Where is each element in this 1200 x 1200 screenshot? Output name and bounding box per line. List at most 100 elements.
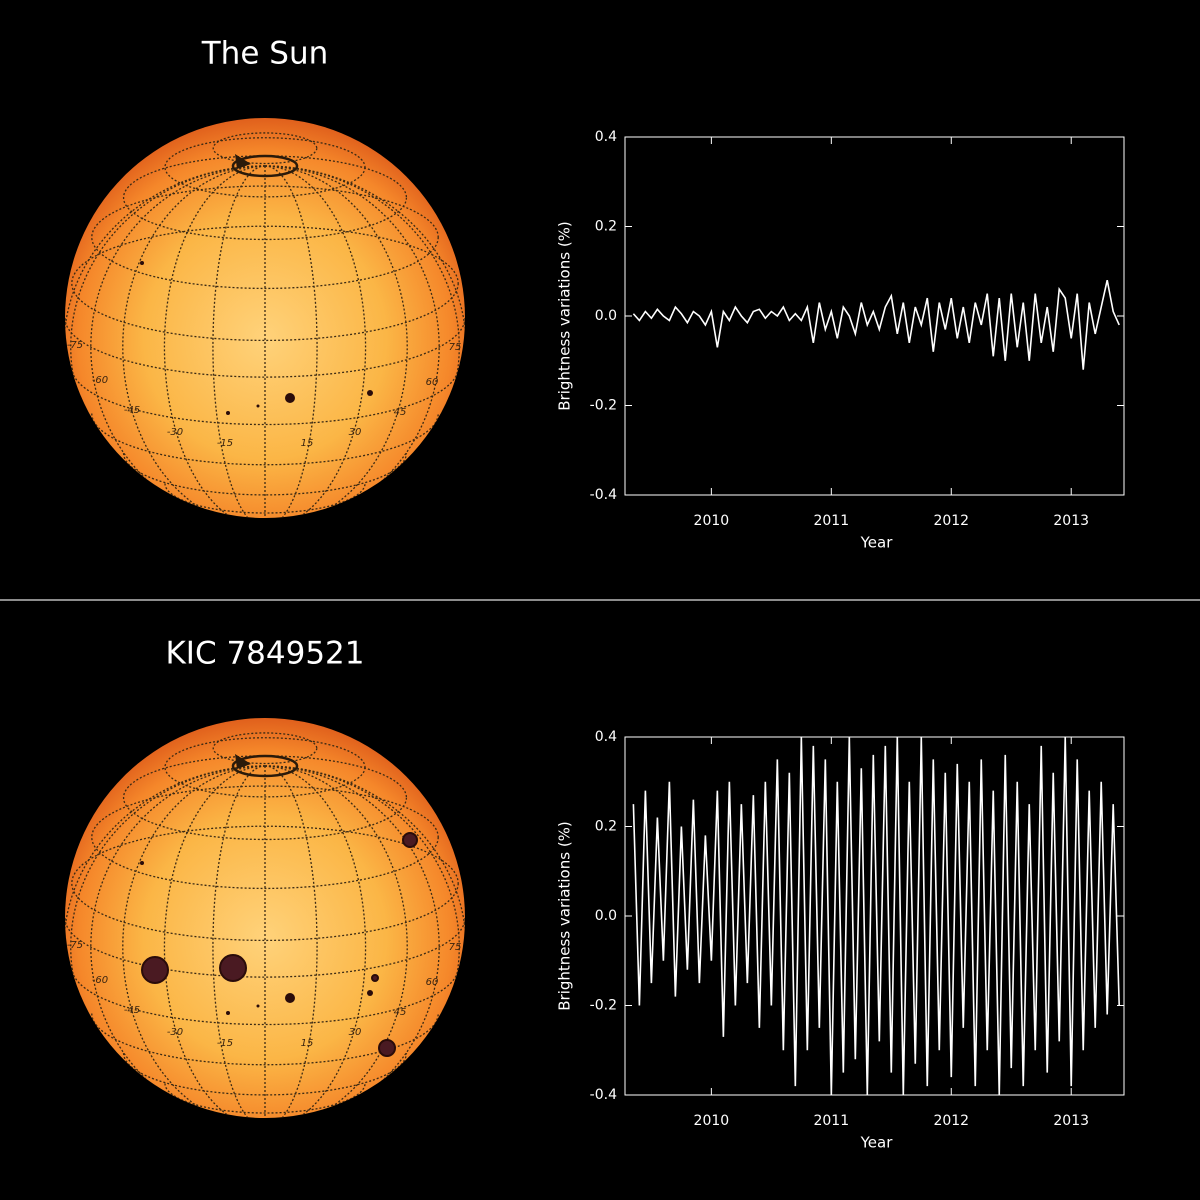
longitude-label: 60 xyxy=(426,977,439,988)
pole-arrow xyxy=(235,754,251,769)
meridian xyxy=(65,765,266,1118)
y-axis-label: Brightness variations (%) xyxy=(556,821,574,1011)
sunspot xyxy=(367,390,373,396)
starspot xyxy=(219,954,247,982)
meridian xyxy=(70,165,266,518)
meridian xyxy=(163,165,266,518)
starspot xyxy=(402,832,418,848)
meridian xyxy=(264,165,318,518)
meridian xyxy=(163,765,266,1118)
latitude-line xyxy=(91,1013,439,1066)
sunspot xyxy=(226,1011,230,1015)
y-tick-label: -0.2 xyxy=(590,998,617,1014)
longitude-label: 75 xyxy=(449,942,462,953)
sunspot xyxy=(256,404,260,408)
y-tick-label: 0.4 xyxy=(595,729,617,745)
latitude-line xyxy=(212,132,318,165)
meridian xyxy=(264,765,318,1118)
panel: KIC 7849521 -75 -60 -45 -30 -15 15 30 45 60 75 -0.4… xyxy=(65,636,1125,1152)
latitude-line xyxy=(65,317,465,378)
sunspot xyxy=(256,1004,260,1008)
longitude-label: -60 xyxy=(92,375,108,386)
latitude-line xyxy=(71,967,459,1026)
x-tick-label: 2011 xyxy=(813,1113,849,1129)
longitude-label: 30 xyxy=(349,1027,362,1038)
y-axis-label: Brightness variations (%) xyxy=(556,221,574,411)
meridian xyxy=(264,765,460,1118)
longitude-label: -45 xyxy=(124,1005,140,1016)
longitude-label: -75 xyxy=(67,940,83,951)
brightness-line xyxy=(632,736,1120,1096)
panel: The Sun -75 -60 -45 -30 -15 15 30 45 60 75 -0.4 -0.2… xyxy=(65,36,1125,552)
y-tick-label: -0.4 xyxy=(590,1087,617,1103)
brightness-line xyxy=(632,280,1120,370)
longitude-label: -60 xyxy=(92,975,108,986)
x-tick-label: 2013 xyxy=(1053,513,1089,529)
longitude-label: 45 xyxy=(394,1007,407,1018)
latitude-line xyxy=(91,413,439,466)
y-tick-label: 0.4 xyxy=(595,129,617,145)
meridian xyxy=(264,165,367,518)
pole-arrow xyxy=(235,154,251,169)
globe-grid xyxy=(65,132,465,518)
globe: -75 -60 -45 -30 -15 15 30 45 60 75 xyxy=(65,118,465,518)
x-tick-label: 2010 xyxy=(694,1113,730,1129)
meridian xyxy=(70,765,266,1118)
latitude-line xyxy=(164,1083,366,1114)
y-tick-label: -0.4 xyxy=(590,487,617,503)
x-axis-label: Year xyxy=(860,1134,894,1152)
sunspot xyxy=(367,990,373,996)
y-tick-label: 0.2 xyxy=(595,819,617,835)
polar-cap xyxy=(231,154,299,178)
sunspot xyxy=(226,411,230,415)
sunspot xyxy=(285,393,295,403)
longitude-label: -75 xyxy=(67,340,83,351)
longitude-label: 15 xyxy=(301,438,314,449)
longitude-label: 30 xyxy=(349,427,362,438)
y-tick-label: 0.2 xyxy=(595,219,617,235)
y-tick-label: 0.0 xyxy=(595,308,617,324)
latitude-line xyxy=(212,732,318,765)
meridian xyxy=(264,765,465,1118)
longitude-label: 75 xyxy=(449,342,462,353)
x-tick-label: 2013 xyxy=(1053,1113,1089,1129)
latitude-line xyxy=(65,917,465,978)
meridian xyxy=(65,165,266,518)
plot: -0.4 -0.2 0.0 0.2 0.4 2010 2011 2012 2013 Year Bri… xyxy=(556,729,1125,1152)
sunspot xyxy=(140,261,144,265)
longitude-label: 60 xyxy=(426,377,439,388)
longitude-label: 45 xyxy=(394,407,407,418)
plot: -0.4 -0.2 0.0 0.2 0.4 2010 2011 2012 2013 Year Bri… xyxy=(556,129,1125,552)
longitude-label: -45 xyxy=(124,405,140,416)
latitude-line xyxy=(164,483,366,514)
sunspot xyxy=(140,861,144,865)
x-axis-label: Year xyxy=(860,534,894,552)
meridian xyxy=(264,165,460,518)
meridian xyxy=(212,765,266,1118)
starspot xyxy=(378,1039,396,1057)
x-tick-label: 2012 xyxy=(933,513,969,529)
starspot xyxy=(141,956,169,984)
latitude-line xyxy=(164,137,366,198)
longitude-label: -30 xyxy=(167,427,183,438)
panel-title: KIC 7849521 xyxy=(165,636,364,672)
meridian xyxy=(264,165,465,518)
y-tick-label: 0.0 xyxy=(595,908,617,924)
x-tick-label: 2012 xyxy=(933,1113,969,1129)
polar-cap xyxy=(231,754,299,778)
longitude-label: -30 xyxy=(167,1027,183,1038)
x-tick-label: 2011 xyxy=(813,513,849,529)
y-tick-label: -0.2 xyxy=(590,398,617,414)
longitude-label: 15 xyxy=(301,1038,314,1049)
latitude-line xyxy=(71,367,459,426)
globe: -75 -60 -45 -30 -15 15 30 45 60 75 xyxy=(65,718,465,1118)
meridian xyxy=(264,765,367,1118)
x-tick-label: 2010 xyxy=(694,513,730,529)
starspot xyxy=(371,974,379,982)
sunspot xyxy=(285,993,295,1003)
longitude-label: -15 xyxy=(217,438,233,449)
panel-title: The Sun xyxy=(201,36,328,72)
latitude-line xyxy=(164,737,366,798)
